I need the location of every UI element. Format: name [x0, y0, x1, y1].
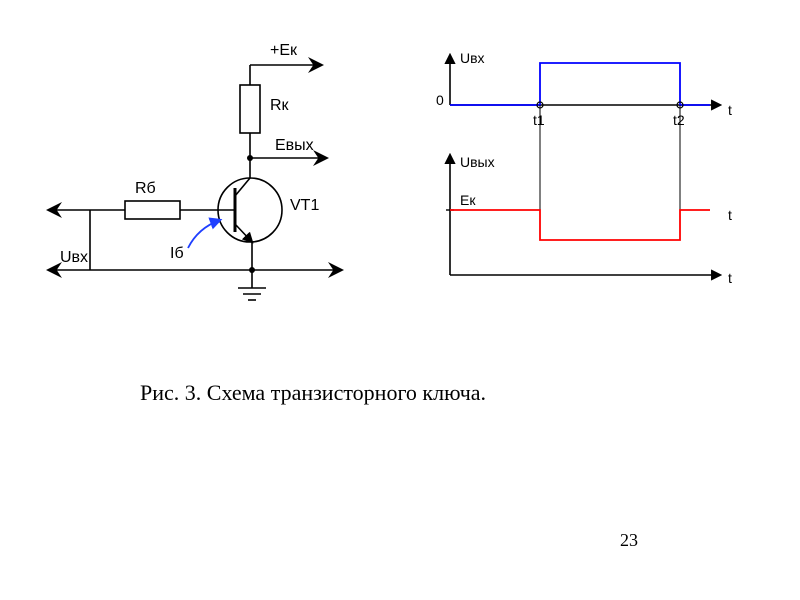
label-vt1: VT1 — [290, 197, 319, 214]
figure-caption: Рис. 3. Схема транзисторного ключа. — [140, 380, 486, 406]
label-t-mid: t — [728, 207, 732, 223]
label-zero: 0 — [436, 92, 444, 108]
label-t2: t2 — [673, 112, 685, 128]
label-evyh: Евых — [275, 137, 314, 154]
timing-graphs: Uвх 0 t t1 t2 Uвых t Ек t — [420, 45, 760, 315]
label-t-bottom: t — [728, 270, 732, 286]
label-ib: Iб — [170, 245, 184, 262]
label-t1: t1 — [533, 112, 545, 128]
label-rk: Rк — [270, 97, 290, 114]
circuit-schematic: +Ек Rк Евых VT1 Rб Iб Uвх — [20, 30, 400, 360]
page-number: 23 — [620, 530, 638, 551]
label-rb: Rб — [135, 180, 156, 197]
label-uvh: Uвх — [60, 249, 88, 266]
label-supply: +Ек — [270, 42, 298, 59]
caption-text: Рис. 3. Схема транзисторного ключа. — [140, 380, 486, 405]
label-t-top: t — [728, 102, 732, 118]
label-uvyh-axis: Uвых — [460, 154, 495, 170]
label-uvh-axis: Uвх — [460, 50, 485, 66]
label-ek: Ек — [460, 192, 476, 208]
